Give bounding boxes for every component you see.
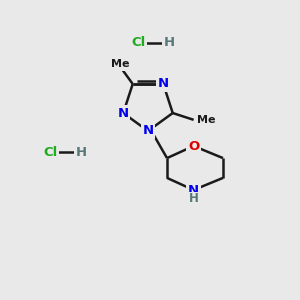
Text: N: N [118, 106, 129, 119]
Text: H: H [75, 146, 87, 158]
Text: N: N [142, 124, 154, 137]
Text: H: H [189, 193, 199, 206]
Text: N: N [158, 77, 169, 91]
Text: Me: Me [110, 59, 129, 69]
Text: H: H [164, 37, 175, 50]
Text: Cl: Cl [43, 146, 57, 158]
Text: O: O [188, 140, 199, 152]
Text: Cl: Cl [131, 37, 145, 50]
Text: N: N [188, 184, 199, 196]
Text: Me: Me [197, 115, 215, 125]
